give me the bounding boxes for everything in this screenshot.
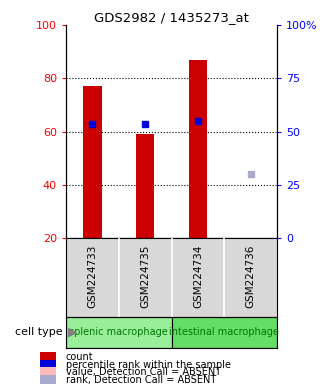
Title: GDS2982 / 1435273_at: GDS2982 / 1435273_at	[94, 11, 249, 24]
Bar	[40, 360, 56, 370]
Bar	[83, 86, 102, 238]
Bar	[66, 317, 172, 348]
Bar	[189, 60, 207, 238]
Bar	[40, 367, 56, 377]
Text: intestinal macrophage: intestinal macrophage	[170, 327, 279, 337]
Text: GSM224735: GSM224735	[140, 244, 150, 308]
Text: GSM224736: GSM224736	[246, 244, 256, 308]
Text: splenic macrophage: splenic macrophage	[69, 327, 168, 337]
Text: percentile rank within the sample: percentile rank within the sample	[66, 360, 231, 370]
Text: cell type: cell type	[15, 327, 63, 337]
Bar	[40, 374, 56, 384]
Bar	[172, 317, 277, 348]
Bar	[40, 352, 56, 362]
Text: rank, Detection Call = ABSENT: rank, Detection Call = ABSENT	[66, 375, 216, 384]
Bar	[136, 134, 154, 238]
Text: GSM224733: GSM224733	[87, 244, 97, 308]
Text: value, Detection Call = ABSENT: value, Detection Call = ABSENT	[66, 367, 221, 377]
Text: ▶: ▶	[64, 326, 78, 339]
Text: GSM224734: GSM224734	[193, 244, 203, 308]
Text: count: count	[66, 352, 94, 362]
